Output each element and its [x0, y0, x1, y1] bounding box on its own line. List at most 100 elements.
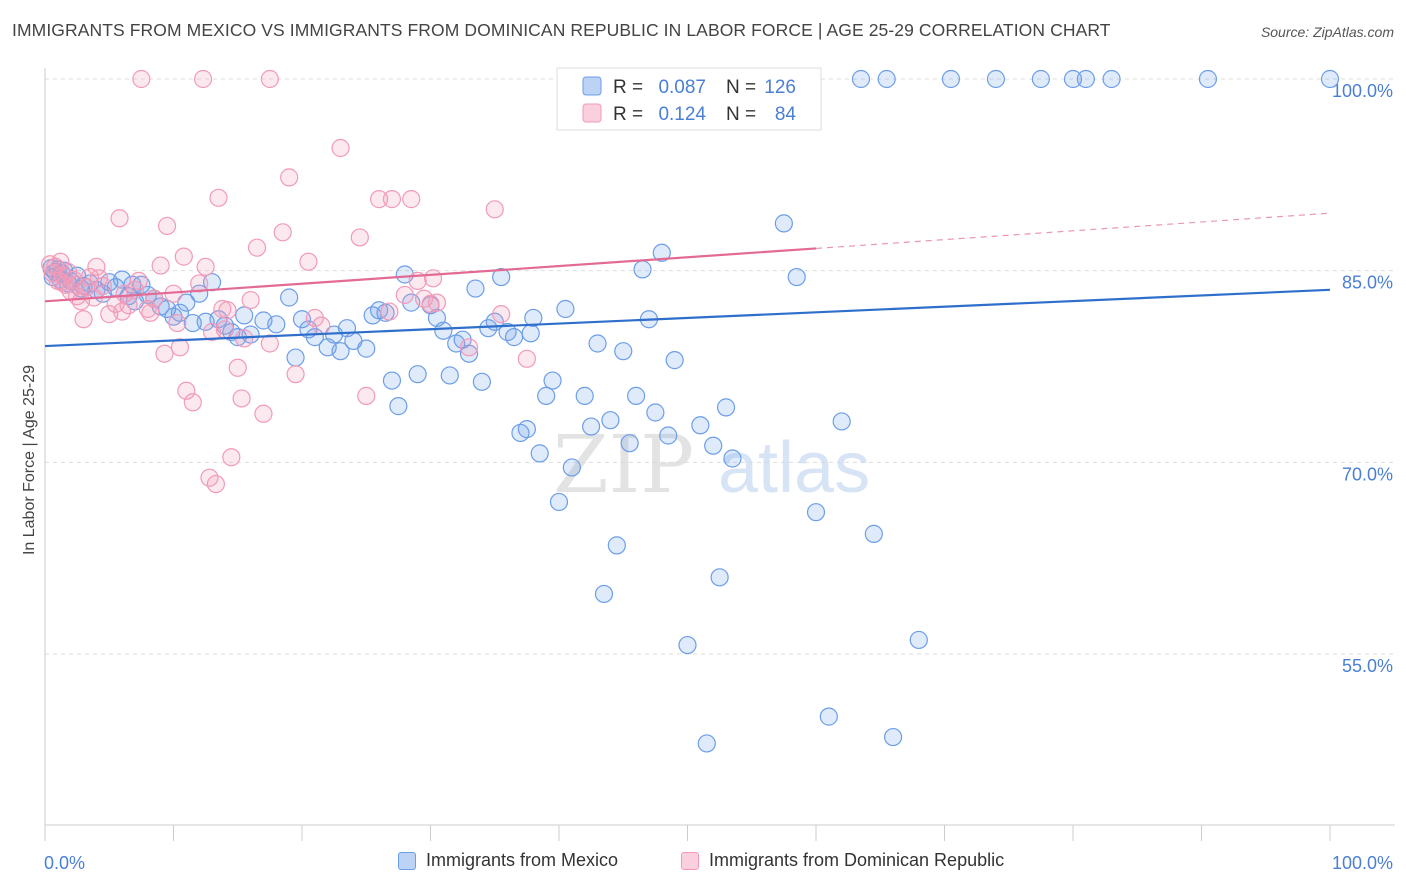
- watermark-atlas: atlas: [718, 428, 870, 508]
- point-dominican: [273, 223, 292, 242]
- point-dominican: [193, 69, 213, 89]
- point-mexico: [267, 315, 286, 334]
- point-mexico: [678, 635, 697, 655]
- point-mexico: [389, 397, 408, 416]
- series-mexico: [42, 69, 1340, 753]
- legend-item-mexico[interactable]: Immigrants from Mexico: [398, 850, 618, 871]
- point-dominican: [260, 334, 279, 353]
- source-label: Source: ZipAtlas.com: [1260, 24, 1394, 40]
- point-mexico: [549, 492, 569, 512]
- x-tick-label: 0.0%: [44, 853, 85, 873]
- point-mexico: [305, 328, 324, 347]
- point-dominican: [129, 271, 148, 290]
- point-mexico: [691, 416, 710, 435]
- point-mexico: [331, 342, 350, 361]
- point-mexico: [697, 734, 716, 753]
- top-legend: R = 0.087 N = 126 R = 0.124 N = 84: [556, 67, 822, 131]
- point-mexico: [235, 306, 254, 325]
- legend-n-label: N =: [726, 104, 756, 125]
- point-dominican: [492, 305, 511, 324]
- point-mexico: [633, 260, 652, 279]
- point-mexico: [646, 403, 665, 422]
- point-mexico: [408, 365, 427, 384]
- point-mexico: [626, 386, 646, 405]
- point-dominican: [517, 349, 536, 368]
- legend-r-label: R =: [613, 104, 643, 125]
- point-mexico: [864, 524, 883, 543]
- point-mexico: [1102, 69, 1121, 89]
- point-dominican: [52, 273, 71, 292]
- point-dominican: [51, 252, 70, 271]
- point-mexico: [774, 214, 793, 233]
- point-dominican: [247, 238, 267, 257]
- point-dominican: [141, 303, 160, 322]
- legend-swatch: [582, 76, 602, 96]
- point-mexico: [601, 411, 620, 430]
- point-mexico: [614, 342, 633, 361]
- point-dominican: [459, 338, 479, 357]
- point-dominican: [299, 252, 318, 271]
- point-dominican: [286, 365, 305, 384]
- legend-label-mexico: Immigrants from Mexico: [426, 850, 619, 870]
- legend-label-dominican: Immigrants from Dominican Republic: [709, 850, 1005, 870]
- point-dominican: [228, 358, 247, 377]
- point-mexico: [1063, 69, 1083, 89]
- series-dominican: [41, 69, 536, 494]
- point-dominican: [132, 69, 151, 89]
- trendline-dominican: [44, 247, 817, 303]
- point-dominican: [395, 285, 414, 305]
- point-dominican: [168, 313, 187, 333]
- y-tick-label: 85.0%: [1342, 273, 1393, 293]
- point-dominican: [260, 69, 279, 89]
- point-mexico: [620, 434, 639, 453]
- point-dominican: [350, 228, 369, 247]
- point-dominican: [174, 247, 193, 266]
- point-mexico: [521, 324, 540, 343]
- point-dominican: [215, 320, 234, 339]
- watermark-zip: ZIP: [553, 418, 694, 511]
- legend-r-value: 0.124: [658, 104, 706, 125]
- point-mexico: [183, 313, 202, 333]
- point-dominican: [485, 200, 504, 219]
- point-dominican: [232, 389, 251, 408]
- x-tick-label: 100.0%: [1332, 853, 1393, 873]
- point-dominican: [196, 257, 215, 276]
- legend-n-value: 84: [775, 104, 797, 125]
- point-mexico: [806, 503, 826, 522]
- point-dominican: [331, 138, 350, 158]
- point-mexico: [883, 727, 903, 747]
- point-dominican: [115, 284, 134, 303]
- point-dominican: [423, 269, 443, 288]
- bottom-legend: Immigrants from Mexico Immigrants from D…: [0, 850, 1406, 880]
- point-mexico: [710, 568, 729, 587]
- point-mexico: [607, 536, 626, 555]
- point-mexico: [524, 308, 543, 328]
- point-mexico: [665, 351, 684, 370]
- point-mexico: [530, 444, 549, 463]
- point-dominican: [382, 190, 402, 209]
- point-dominican: [370, 190, 389, 209]
- y-tick-label: 100.0%: [1332, 81, 1393, 101]
- legend-swatch-dominican: [681, 851, 699, 870]
- point-dominican: [74, 310, 93, 329]
- point-mexico: [877, 69, 896, 89]
- point-dominican: [402, 190, 421, 209]
- point-mexico: [588, 334, 607, 353]
- point-dominican: [190, 274, 209, 293]
- point-mexico: [459, 344, 479, 363]
- point-dominican: [110, 209, 129, 228]
- point-mexico: [504, 328, 524, 347]
- point-mexico: [941, 69, 961, 89]
- point-mexico: [286, 348, 305, 367]
- point-dominican: [206, 474, 226, 494]
- trendline-dominican-dashed: [815, 212, 1331, 250]
- point-mexico: [479, 319, 498, 338]
- point-mexico: [492, 267, 511, 287]
- point-mexico: [517, 420, 536, 439]
- point-dominican: [241, 290, 260, 310]
- point-mexico: [787, 267, 806, 287]
- legend-item-dominican[interactable]: Immigrants from Dominican Republic: [681, 850, 1004, 871]
- point-dominican: [209, 188, 228, 207]
- point-dominican: [183, 393, 202, 412]
